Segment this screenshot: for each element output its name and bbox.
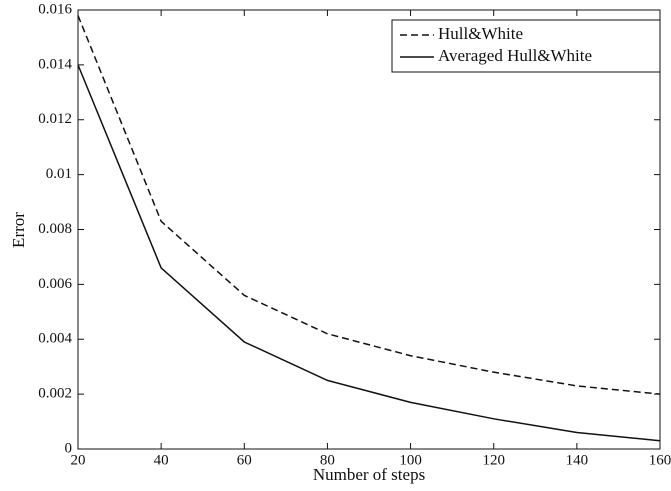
series-line — [77, 15, 661, 395]
series-line — [77, 64, 661, 442]
y-tick-label: 0.008 — [38, 221, 72, 237]
y-tick-label: 0 — [65, 440, 73, 456]
x-tick-label: 140 — [566, 452, 589, 468]
x-tick-label: 120 — [482, 452, 505, 468]
x-tick-label: 80 — [320, 452, 335, 468]
y-tick-label: 0.012 — [38, 111, 72, 127]
plot-frame — [77, 9, 661, 450]
y-tick-label: 0.016 — [38, 1, 72, 17]
y-tick-label: 0.014 — [38, 56, 72, 72]
x-tick-label: 20 — [71, 452, 86, 468]
x-tick-label: 60 — [237, 452, 252, 468]
x-axis-label: Number of steps — [313, 465, 425, 484]
y-tick-label: 0.004 — [38, 331, 72, 347]
x-tick-label: 100 — [399, 452, 422, 468]
y-tick-label: 0.002 — [38, 386, 72, 402]
y-axis-label: Error — [9, 212, 28, 248]
legend-label: Hull&White — [438, 24, 523, 43]
legend-label: Averaged Hull&White — [438, 46, 592, 65]
y-tick-label: 0.01 — [46, 166, 72, 182]
x-tick-label: 160 — [649, 452, 671, 468]
legend-box — [391, 19, 661, 73]
y-tick-label: 0.006 — [38, 276, 72, 292]
x-tick-label: 40 — [154, 452, 169, 468]
